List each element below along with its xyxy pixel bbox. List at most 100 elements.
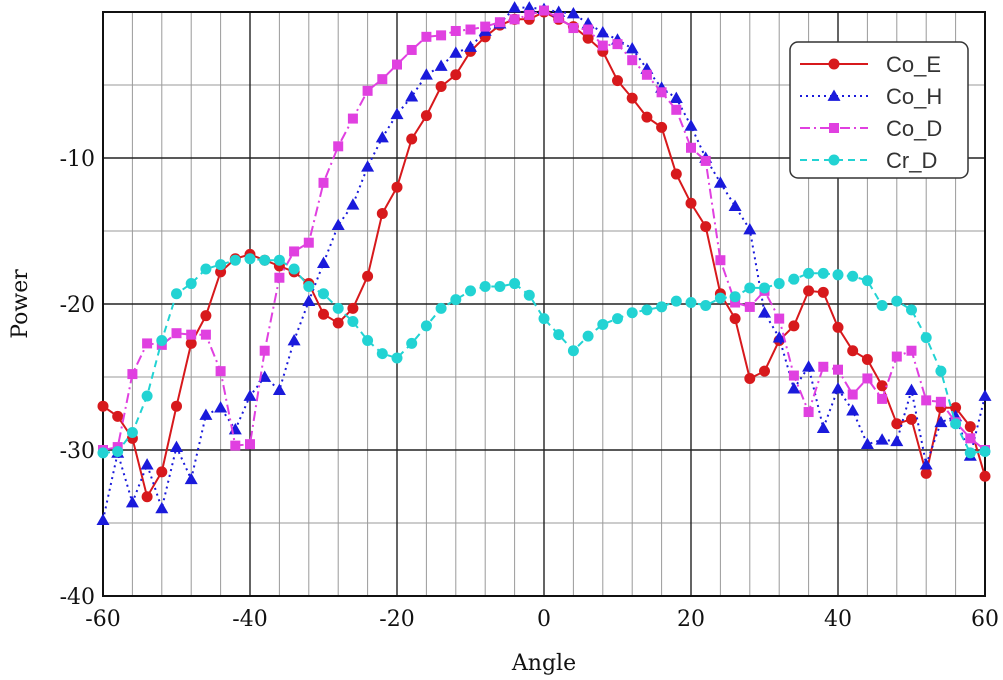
co-d-point	[392, 59, 402, 70]
y-tick-label: -20	[60, 293, 95, 318]
tick-labels: -60 -40 -20 0 20 40 60-10-20-30-40	[60, 147, 999, 632]
co-e-point	[612, 75, 623, 87]
cr-d-point	[906, 304, 917, 316]
co-d-point	[877, 393, 888, 404]
co-d-point	[833, 364, 843, 375]
co-d-point	[303, 237, 314, 248]
x-tick-label: -60	[85, 607, 120, 632]
co-d-point	[906, 345, 917, 356]
co-d-point	[744, 301, 755, 312]
legend-label: Co_H	[886, 84, 942, 109]
co-d-point	[347, 113, 358, 124]
co-e-point	[817, 286, 829, 298]
co-d-point	[259, 345, 270, 356]
co-h-point	[361, 160, 375, 172]
co-h-point	[522, 1, 536, 13]
co-e-point	[876, 380, 888, 392]
co-h-point	[508, 1, 522, 13]
co-h-point	[905, 383, 918, 396]
co-d-point	[965, 433, 976, 444]
cr-d-point	[935, 365, 947, 377]
cr-d-point	[215, 259, 227, 271]
co-e-point	[803, 285, 815, 297]
y-axis-title: Power	[8, 269, 33, 339]
co-h-point	[184, 472, 198, 485]
cr-d-point	[876, 299, 888, 311]
co-d-point	[715, 255, 726, 266]
cr-d-point	[376, 348, 388, 360]
cr-d-point	[318, 288, 329, 300]
co-d-point	[935, 396, 946, 407]
cr-d-point	[112, 445, 124, 457]
co-d-point	[494, 17, 505, 28]
co-e-point	[685, 197, 697, 209]
cr-d-point	[670, 295, 682, 307]
cr-d-point	[744, 282, 756, 294]
co-e-point	[362, 270, 374, 282]
legend-cr-d-point	[828, 154, 840, 166]
co-e-point	[97, 400, 109, 412]
co-d-point	[597, 40, 608, 51]
cr-d-point	[244, 253, 256, 265]
cr-d-point	[97, 447, 109, 459]
co-d-point	[362, 85, 373, 96]
cr-d-point	[759, 282, 770, 294]
co-e-point	[171, 400, 182, 412]
cr-d-point	[553, 329, 565, 341]
series-layer	[96, 1, 992, 525]
co-e-point	[582, 32, 594, 44]
co-h-point	[317, 256, 330, 268]
cr-d-point	[273, 254, 285, 266]
co-d-point	[200, 329, 211, 340]
cr-d-point	[773, 278, 785, 290]
co-d-point	[612, 39, 623, 50]
co-d-point	[465, 24, 476, 35]
co-d-point	[656, 87, 667, 98]
cr-d-point	[435, 302, 447, 314]
cr-d-point	[612, 313, 623, 325]
series-cr-d	[97, 253, 991, 459]
cr-d-point	[582, 330, 594, 342]
co-h-point	[625, 42, 639, 54]
co-h-point	[214, 401, 228, 413]
cr-d-point	[920, 332, 932, 344]
co-d-point	[142, 338, 153, 349]
co-d-point	[539, 5, 549, 16]
co-h-point	[566, 6, 580, 19]
co-d-point	[377, 74, 388, 85]
co-h-point	[287, 334, 301, 346]
cr-d-point	[362, 335, 374, 346]
cr-d-point	[788, 273, 800, 285]
cr-d-point	[714, 292, 726, 304]
co-d-point	[627, 55, 638, 66]
co-e-point	[759, 365, 770, 377]
co-h-point	[331, 218, 345, 231]
y-tick-label: -30	[60, 439, 95, 464]
cr-d-point	[567, 345, 579, 357]
x-axis-title: Angle	[511, 651, 576, 676]
cr-d-point	[891, 295, 903, 307]
co-h-point	[375, 131, 389, 143]
cr-d-point	[729, 291, 741, 303]
co-h-point	[125, 496, 139, 508]
co-h-point	[243, 389, 257, 401]
cr-d-point	[656, 301, 668, 313]
legend-label: Co_D	[886, 116, 942, 141]
cr-d-point	[979, 445, 991, 457]
co-d-point	[171, 328, 182, 339]
co-e-point	[641, 111, 653, 123]
cr-d-point	[156, 335, 168, 346]
co-d-point	[406, 44, 417, 55]
cr-d-point	[626, 307, 638, 319]
co-e-point	[700, 221, 712, 233]
cr-d-point	[832, 269, 844, 281]
cr-d-point	[861, 275, 873, 287]
co-h-point	[155, 501, 169, 514]
legend-co-d-point	[829, 123, 839, 133]
co-e-point	[626, 92, 638, 104]
legend: Co_E Co_H Co_D Cr_D	[789, 41, 969, 179]
co-h-point	[831, 382, 845, 394]
co-d-point	[127, 369, 138, 380]
cr-d-point	[229, 254, 241, 266]
